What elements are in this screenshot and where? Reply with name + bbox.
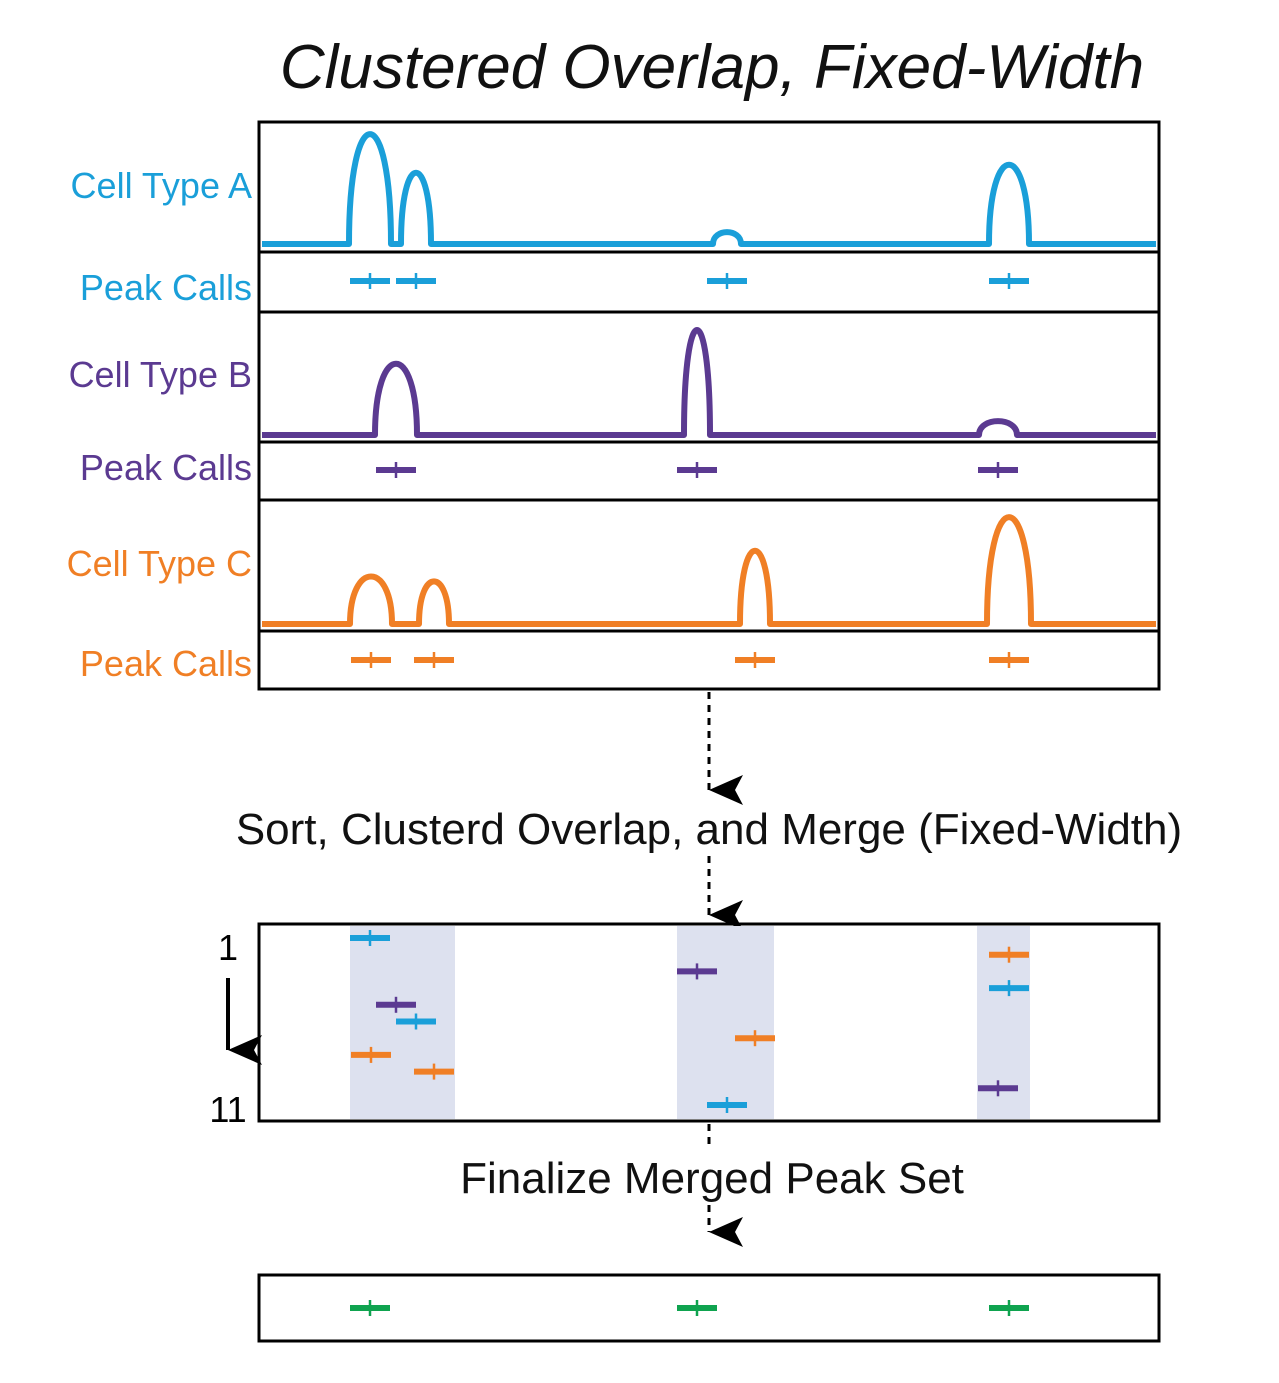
sorted-calls-panel: 1 11	[209, 922, 1161, 1130]
rank-start-label: 1	[218, 927, 238, 968]
track-a-calls-label: Peak Calls	[80, 267, 252, 308]
track-b-label: Cell Type B	[69, 354, 252, 395]
track-c-signal	[262, 514, 1156, 627]
track-c-calls-label: Peak Calls	[80, 643, 252, 684]
cluster-band	[677, 926, 774, 1119]
track-a-panel: Cell Type A	[71, 120, 1161, 254]
track-c-panel: Cell Type C	[67, 498, 1161, 633]
track-b-calls-label: Peak Calls	[80, 447, 252, 488]
track-a-calls-panel: Peak Calls	[80, 250, 1161, 314]
sorted-call-marks	[350, 930, 1029, 1113]
track-c-call-marks	[351, 652, 1029, 668]
track-c-calls-frame	[257, 629, 1161, 691]
sorted-calls-frame	[257, 922, 1161, 1123]
track-b-panel: Cell Type B	[69, 310, 1161, 444]
diagram-title: Clustered Overlap, Fixed-Width	[280, 33, 1144, 102]
merged-peaks-frame	[257, 1273, 1161, 1343]
step-1-label: Sort, Clusterd Overlap, and Merge (Fixed…	[236, 805, 1182, 854]
rank-end-label: 11	[209, 1089, 246, 1130]
track-c-label: Cell Type C	[67, 543, 252, 584]
step-2-label: Finalize Merged Peak Set	[460, 1154, 964, 1203]
track-a-signal	[262, 131, 1156, 247]
track-c-calls-panel: Peak Calls	[80, 629, 1161, 691]
track-a-label: Cell Type A	[71, 165, 252, 206]
track-b-calls-panel: Peak Calls	[80, 440, 1161, 502]
merged-peaks-panel	[257, 1273, 1161, 1343]
cluster-bands	[350, 926, 1030, 1119]
merged-call-marks	[350, 1300, 1029, 1316]
track-a-call-marks	[350, 273, 1029, 289]
track-b-signal	[262, 327, 1156, 438]
track-b-call-marks	[376, 462, 1018, 478]
